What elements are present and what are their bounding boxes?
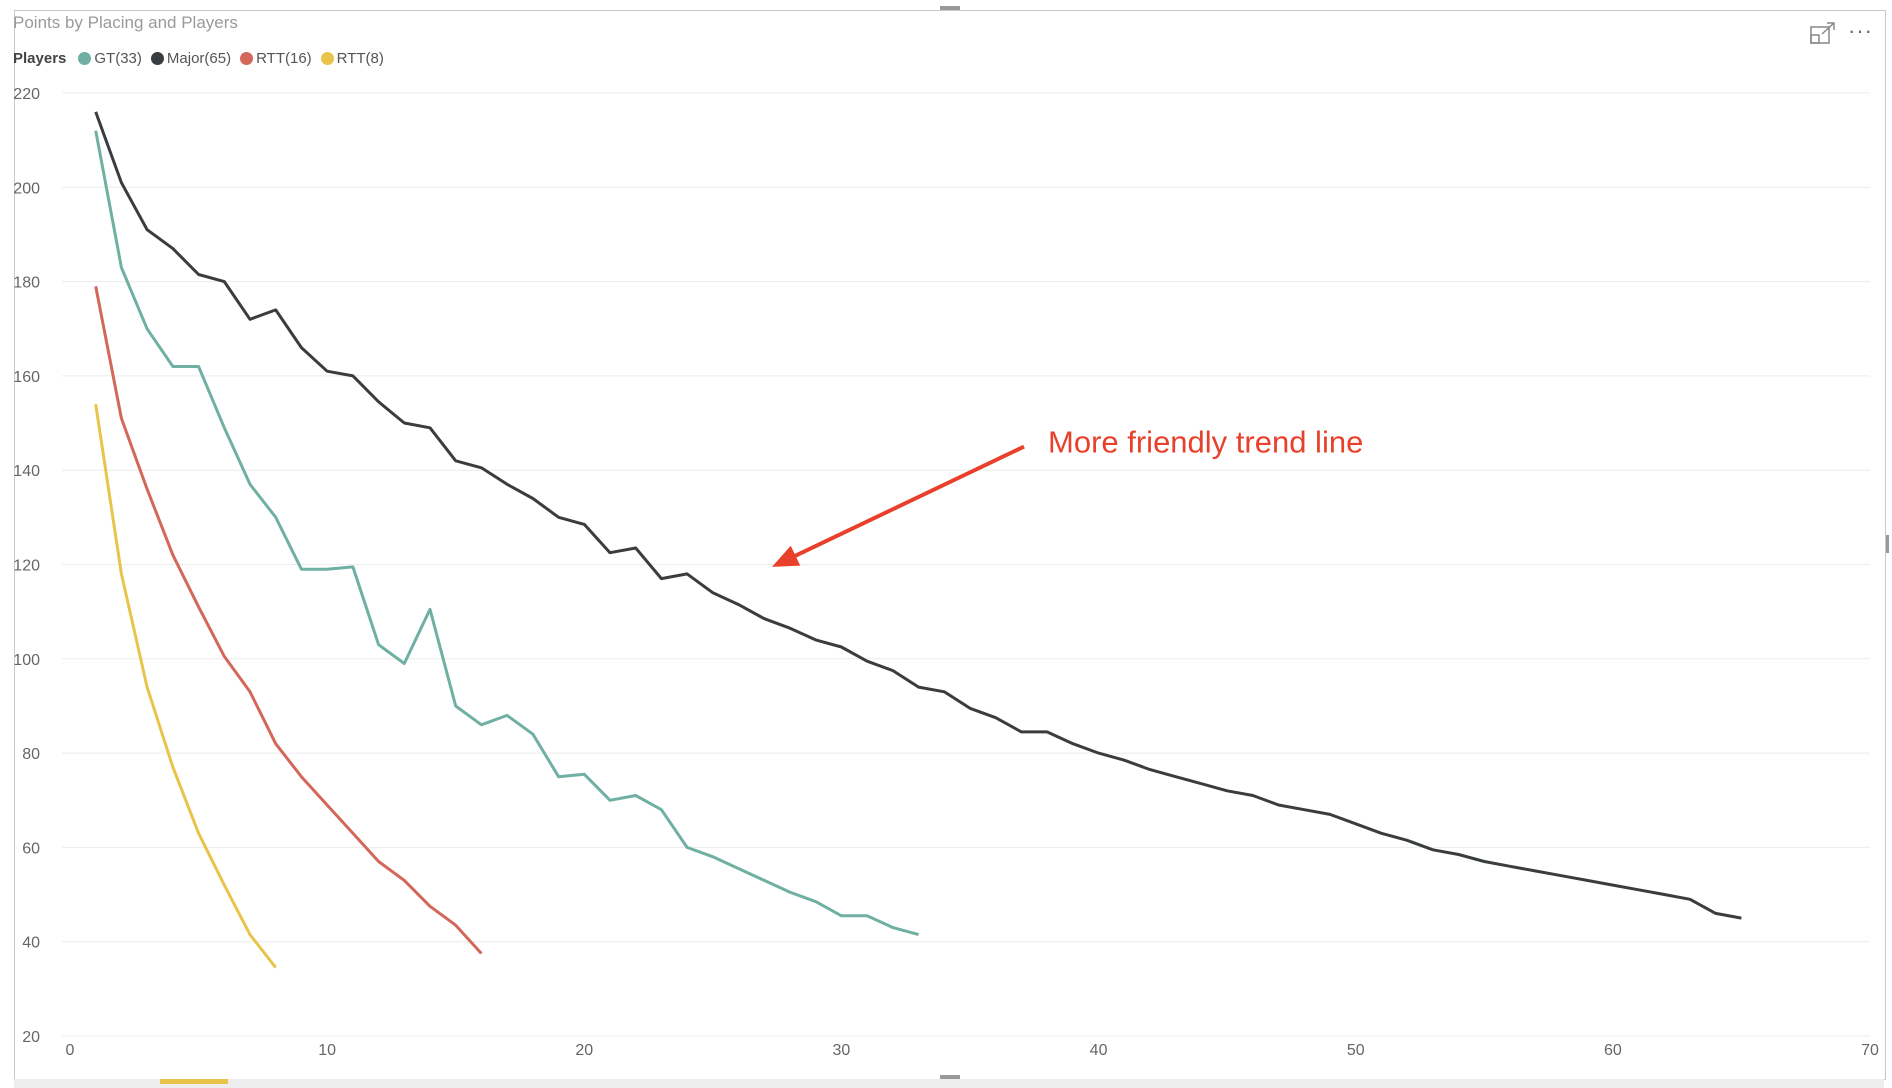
more-options-icon[interactable]: ··· (1848, 18, 1873, 43)
active-page-tab[interactable] (160, 1079, 228, 1084)
legend-item-rtt16[interactable]: RTT(16) (240, 50, 312, 67)
x-tick-label: 40 (1090, 1042, 1108, 1059)
page-tabs-strip (14, 1079, 1884, 1088)
y-tick-label: 180 (13, 275, 40, 292)
legend-item-rtt8[interactable]: RTT(8) (320, 50, 384, 67)
y-tick-label: 160 (13, 369, 40, 386)
series-line-rtt-16 (94, 286, 483, 955)
legend-swatch (320, 52, 334, 65)
y-tick-label: 140 (13, 463, 40, 480)
legend-swatch (150, 52, 164, 65)
resize-handle-right[interactable] (1886, 535, 1889, 553)
x-tick-label: 30 (833, 1042, 851, 1059)
legend-swatch (240, 52, 254, 65)
chart-title: Points by Placing and Players (13, 13, 238, 32)
legend-label: RTT(8) (336, 50, 384, 67)
y-tick-label: 100 (13, 652, 40, 669)
legend-item-major65[interactable]: Major(65) (150, 50, 232, 67)
resize-handle-bottom[interactable] (940, 1075, 960, 1079)
chart-legend: Players GT(33) Major(65) RTT(16) RTT(8) (13, 50, 393, 67)
legend-title: Players (13, 50, 67, 67)
y-tick-label: 120 (13, 558, 40, 575)
y-tick-label: 60 (22, 840, 40, 857)
x-tick-label: 10 (318, 1042, 336, 1059)
visual-container (14, 10, 1886, 1080)
y-tick-label: 220 (13, 86, 40, 103)
y-tick-label: 20 (22, 1029, 40, 1046)
x-tick-label: 60 (1604, 1042, 1622, 1059)
annotation-arrow-shaft (786, 444, 1025, 562)
resize-handle-top[interactable] (940, 6, 960, 10)
y-tick-label: 200 (13, 180, 40, 197)
series-line-gt-33 (94, 130, 919, 937)
series-line-rtt-8 (94, 403, 277, 969)
legend-swatch (78, 52, 92, 65)
legend-label: GT(33) (94, 50, 142, 67)
y-tick-label: 40 (22, 935, 40, 952)
series-line-major-65 (94, 111, 1742, 920)
x-tick-label: 50 (1347, 1042, 1365, 1059)
x-tick-label: 20 (575, 1042, 593, 1059)
x-tick-label: 70 (1861, 1042, 1879, 1059)
focus-mode-icon[interactable] (1810, 22, 1835, 44)
legend-item-gt33[interactable]: GT(33) (78, 50, 142, 67)
annotation-text: More friendly trend line (1048, 425, 1363, 460)
legend-label: Major(65) (166, 50, 232, 67)
legend-label: RTT(16) (256, 50, 312, 67)
annotation-arrow-head (772, 545, 801, 567)
x-tick-label: 0 (66, 1042, 75, 1059)
y-tick-label: 80 (22, 746, 40, 763)
